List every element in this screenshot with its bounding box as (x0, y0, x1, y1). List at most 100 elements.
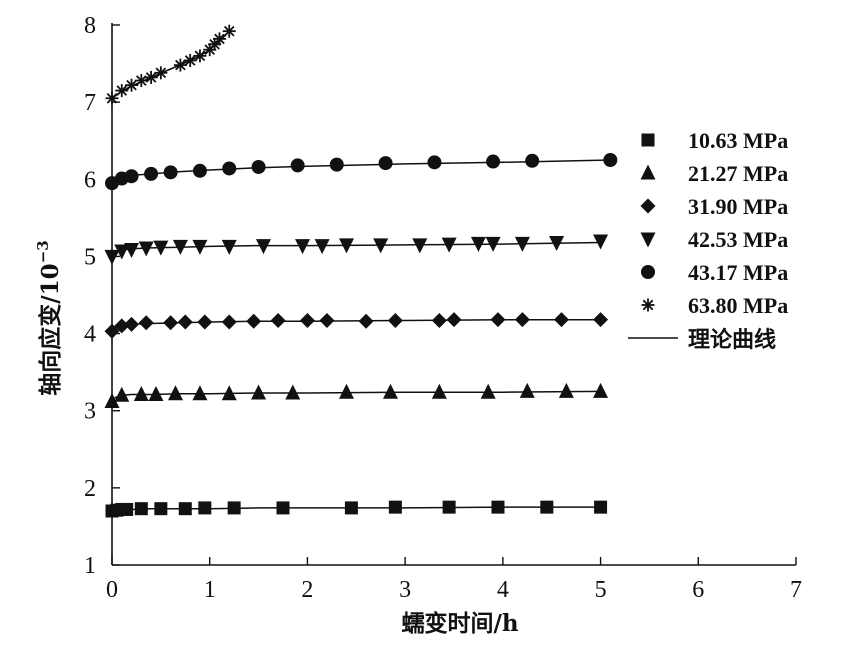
data-point-4-11 (427, 155, 442, 170)
data-point-2-2 (124, 316, 140, 332)
data-point-3-15 (470, 236, 486, 252)
data-point-0-9 (276, 501, 290, 515)
data-point-3-17 (514, 236, 530, 252)
legend-label-2: 31.90 MPa (688, 194, 788, 219)
data-point-3-13 (412, 238, 428, 254)
data-point-2-5 (177, 314, 193, 330)
data-point-0-5 (154, 502, 168, 516)
series-0 (105, 500, 608, 518)
data-point-4-4 (163, 165, 178, 180)
x-tick-label-0: 0 (106, 577, 118, 603)
data-point-1-4 (168, 385, 184, 401)
data-point-0-4 (134, 502, 148, 516)
data-point-3-3 (138, 241, 154, 257)
data-point-5-2-stroke-3 (126, 79, 137, 91)
data-point-5-11-stroke-3 (214, 33, 225, 45)
legend: 10.63 MPa 21.27 MPa 31.90 MPa 42.53 MPa 43.1… (628, 128, 788, 352)
data-point-2-6 (197, 314, 213, 330)
data-point-0-12 (442, 500, 456, 514)
legend-marker-0 (641, 133, 655, 147)
data-point-5-9 (203, 43, 217, 57)
svg-text:轴向应变/10−3: 轴向应变/10−3 (34, 240, 64, 395)
data-point-4-8 (290, 158, 305, 173)
x-tick-label-4: 4 (497, 577, 509, 603)
data-point-4-5 (192, 163, 207, 178)
legend-fit-label: 理论曲线 (688, 327, 776, 352)
x-tick-label-5: 5 (595, 577, 607, 603)
y-tick-label-4: 5 (84, 244, 96, 270)
y-tick-label-3: 4 (84, 322, 96, 348)
data-point-3-2 (124, 242, 140, 258)
data-point-1-3 (148, 386, 164, 402)
data-point-1-2 (133, 386, 149, 402)
data-point-5-12 (222, 24, 236, 38)
data-point-1-14 (558, 382, 574, 398)
data-point-3-8 (255, 239, 271, 255)
legend-label-3: 42.53 MPa (688, 227, 788, 252)
x-axis-title: 蠕变时间/h (401, 610, 518, 637)
data-point-0-3 (120, 502, 134, 516)
data-point-3-10 (314, 239, 330, 255)
data-point-4-7 (251, 159, 266, 174)
data-point-1-1 (114, 386, 130, 402)
data-point-2-9 (270, 312, 286, 328)
x-tick-label-2: 2 (301, 577, 313, 603)
data-point-1-12 (480, 383, 496, 399)
y-axis-title-main: 轴向应变/10 (37, 263, 64, 395)
x-tick-label-1: 1 (204, 577, 216, 603)
data-point-5-3 (134, 74, 148, 88)
data-point-4-2 (124, 169, 139, 184)
data-point-1-6 (221, 385, 237, 401)
data-point-3-14 (441, 237, 457, 253)
data-point-3-12 (373, 238, 389, 254)
data-point-3-6 (192, 239, 208, 255)
data-point-2-8 (246, 313, 262, 329)
data-point-3-18 (549, 236, 565, 252)
data-point-5-6 (173, 58, 187, 72)
legend-label-1: 21.27 MPa (688, 161, 788, 186)
legend-marker-4 (641, 265, 655, 279)
x-tick-label-3: 3 (399, 577, 411, 603)
data-point-1-10 (382, 383, 398, 399)
data-point-2-11 (319, 312, 335, 328)
data-point-2-14 (431, 312, 447, 328)
data-point-2-10 (299, 312, 315, 328)
y-tick-label-2: 3 (84, 399, 96, 425)
data-point-4-14 (603, 153, 618, 167)
series-1 (104, 382, 609, 408)
data-point-1-9 (339, 383, 355, 399)
data-point-5-4 (144, 70, 158, 84)
data-point-0-10 (344, 501, 358, 515)
data-point-3-5 (172, 239, 188, 255)
legend-marker-3 (640, 232, 656, 248)
x-tick-label-6: 6 (692, 577, 704, 603)
data-point-5-6-stroke-3 (175, 59, 186, 71)
data-point-3-16 (485, 236, 501, 252)
data-point-2-18 (553, 312, 569, 328)
series-2 (104, 312, 609, 339)
data-point-0-15 (594, 500, 608, 514)
data-point-1-7 (251, 384, 267, 400)
series-4 (105, 153, 618, 191)
y-axis-title-exponent: −3 (34, 240, 52, 263)
data-point-2-12 (358, 313, 374, 329)
data-point-4-12 (486, 154, 501, 169)
data-point-5-7-stroke-3 (184, 55, 196, 66)
y-tick-label-0: 1 (84, 553, 96, 579)
data-point-3-7 (221, 239, 237, 255)
data-point-1-13 (519, 382, 535, 398)
data-point-5-5-stroke-3 (155, 67, 167, 79)
y-axis-title: 轴向应变/10−3 (34, 240, 64, 395)
data-point-3-19 (593, 234, 609, 250)
data-point-5-8-stroke-3 (194, 50, 206, 62)
data-point-1-8 (285, 384, 301, 400)
data-point-2-3 (138, 315, 154, 331)
data-point-3-9 (295, 239, 311, 255)
data-point-5-1 (115, 84, 129, 98)
data-point-5-5 (154, 66, 168, 80)
data-point-3-11 (339, 238, 355, 254)
data-point-0-13 (491, 500, 505, 514)
data-point-4-3 (144, 166, 159, 181)
